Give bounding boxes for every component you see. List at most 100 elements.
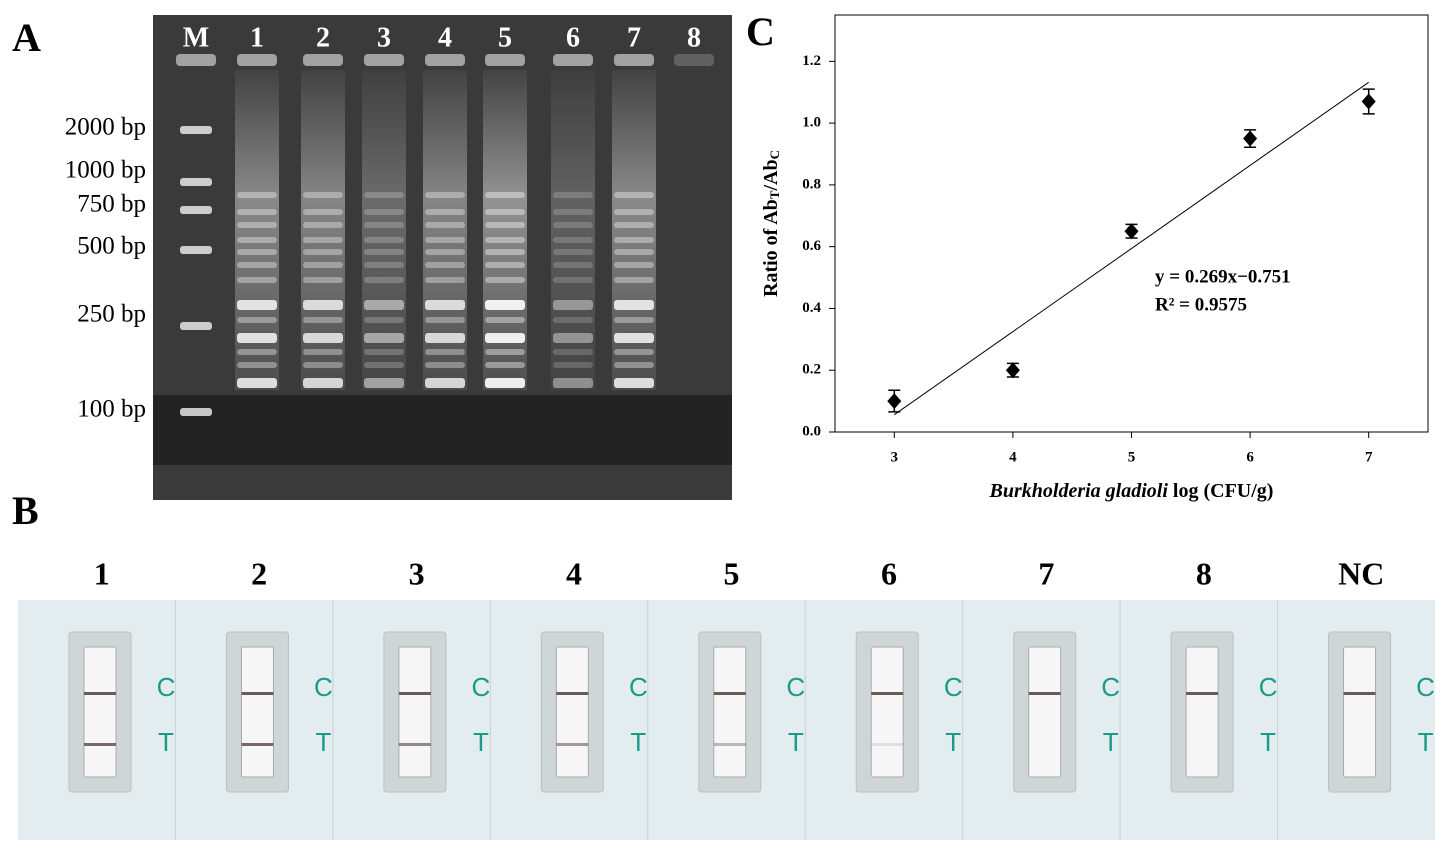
- band: [553, 277, 593, 283]
- y-axis-label: Ratio of AbT/AbC: [760, 150, 782, 297]
- x-tick-label: 6: [1246, 449, 1254, 465]
- band: [425, 349, 465, 355]
- x-tick-label: 3: [891, 449, 899, 465]
- test-letter: T: [945, 727, 961, 757]
- band: [303, 192, 343, 198]
- y-axis-label-part: T: [767, 190, 782, 199]
- ladder-band: [180, 178, 212, 186]
- well: [614, 54, 654, 66]
- strip-window: [713, 646, 747, 778]
- lane-label: 2: [316, 22, 330, 53]
- strip-label: 4: [566, 555, 582, 591]
- y-axis-label-part: /Ab: [760, 159, 782, 191]
- lane-label: 7: [627, 22, 641, 53]
- band: [364, 209, 404, 215]
- band: [364, 349, 404, 355]
- band: [237, 277, 277, 283]
- band: [237, 300, 277, 310]
- well: [303, 54, 343, 66]
- band: [614, 333, 654, 343]
- lane-label: 4: [438, 22, 452, 53]
- band: [425, 317, 465, 323]
- band: [485, 249, 525, 255]
- ladder-band: [180, 322, 212, 330]
- control-letter: C: [314, 672, 333, 702]
- control-letter: C: [629, 672, 648, 702]
- band: [237, 349, 277, 355]
- test-letter: T: [788, 727, 804, 757]
- band: [485, 209, 525, 215]
- band: [364, 192, 404, 198]
- control-line: [1186, 692, 1219, 695]
- band: [485, 349, 525, 355]
- panel-letter: B: [12, 488, 39, 533]
- band: [553, 237, 593, 243]
- data-point: [1361, 93, 1376, 110]
- strip-label: 3: [409, 555, 425, 591]
- strip-window: [83, 646, 117, 778]
- band: [425, 262, 465, 268]
- strip-window: [398, 646, 432, 778]
- band: [553, 333, 593, 343]
- band: [485, 333, 525, 343]
- band: [425, 277, 465, 283]
- band: [303, 277, 343, 283]
- marker-label: 2000 bp: [65, 114, 146, 141]
- test-line: [398, 743, 431, 746]
- test-line: [713, 743, 746, 746]
- band: [614, 300, 654, 310]
- y-axis-label-part: C: [767, 150, 782, 159]
- band: [614, 317, 654, 323]
- band: [614, 277, 654, 283]
- y-tick-label: 1.0: [802, 115, 821, 131]
- lane-label: M: [183, 22, 209, 53]
- well: [237, 54, 277, 66]
- ladder-band: [180, 408, 212, 416]
- marker-label: 750 bp: [77, 191, 146, 218]
- control-line: [871, 692, 904, 695]
- band: [614, 249, 654, 255]
- strip-window: [1185, 646, 1219, 778]
- band: [237, 237, 277, 243]
- band: [553, 209, 593, 215]
- band: [364, 237, 404, 243]
- test-letter: T: [1260, 727, 1276, 757]
- control-letter: C: [471, 672, 490, 702]
- strip-label: 1: [94, 555, 110, 591]
- band: [553, 317, 593, 323]
- band: [303, 222, 343, 228]
- test-line: [84, 743, 116, 746]
- band: [553, 222, 593, 228]
- control-letter: C: [157, 672, 176, 702]
- marker-label: 500 bp: [77, 233, 146, 260]
- x-tick-label: 4: [1009, 449, 1017, 465]
- strip-window: [1028, 646, 1062, 778]
- band: [303, 262, 343, 268]
- strip-window: [555, 646, 589, 778]
- band: [237, 222, 277, 228]
- control-line: [1343, 692, 1376, 695]
- test-letter: T: [1418, 727, 1434, 757]
- strip-label: 5: [724, 555, 740, 591]
- band: [553, 249, 593, 255]
- control-letter: C: [786, 672, 805, 702]
- band: [237, 317, 277, 323]
- trendline: [894, 81, 1369, 416]
- band: [485, 222, 525, 228]
- band: [303, 249, 343, 255]
- control-line: [241, 692, 274, 695]
- band: [237, 378, 277, 388]
- smear: [362, 70, 406, 390]
- strip-label: 7: [1038, 555, 1054, 591]
- ladder-band: [180, 206, 212, 214]
- y-tick-label: 0.4: [802, 300, 821, 316]
- band: [614, 349, 654, 355]
- test-line: [241, 743, 274, 746]
- strip-label: 8: [1196, 555, 1212, 591]
- control-line: [1028, 692, 1061, 695]
- smear: [551, 70, 595, 390]
- well: [425, 54, 465, 66]
- band: [485, 277, 525, 283]
